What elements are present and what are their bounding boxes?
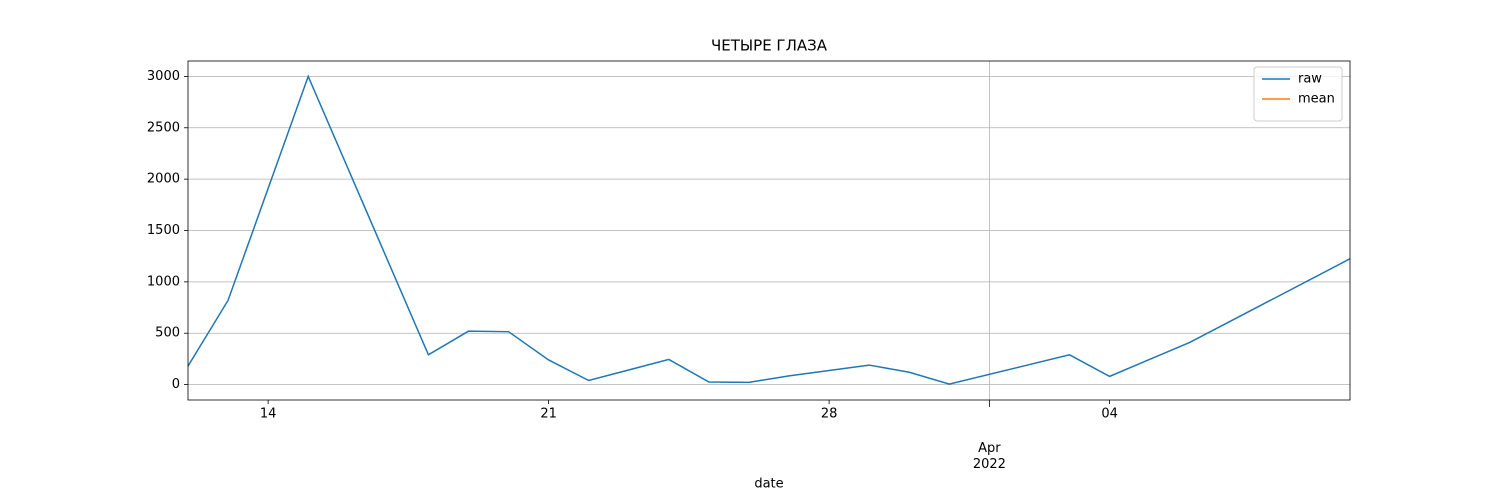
y-tick-label: 3000 (147, 69, 180, 84)
plot-frame (187, 60, 1351, 401)
line-series (188, 74, 1350, 385)
x-tick-label: Apr 2022 (973, 441, 1006, 472)
y-tick-label: 1500 (147, 223, 180, 238)
y-tick-label: 0 (172, 377, 180, 392)
legend-label: mean (1298, 92, 1335, 107)
legend-box (1253, 66, 1343, 122)
chart-title: ЧЕТЫРЕ ГЛАЗА (711, 37, 828, 55)
x-axis-label: date (754, 477, 783, 492)
legend-label: raw (1298, 72, 1322, 87)
x-tick-label: 28 (821, 407, 838, 422)
x-tick-label-line: 2022 (973, 457, 1006, 472)
y-tick-label: 500 (155, 326, 180, 341)
y-tick-label: 2000 (147, 172, 180, 187)
y-tick-label: 1000 (147, 274, 180, 289)
x-tick-label: 21 (540, 407, 557, 422)
x-tick-label: 14 (260, 407, 277, 422)
x-tick-label-line: Apr (978, 441, 1001, 456)
x-tick-label: 04 (1101, 407, 1118, 422)
y-tick-label: 2500 (147, 120, 180, 135)
